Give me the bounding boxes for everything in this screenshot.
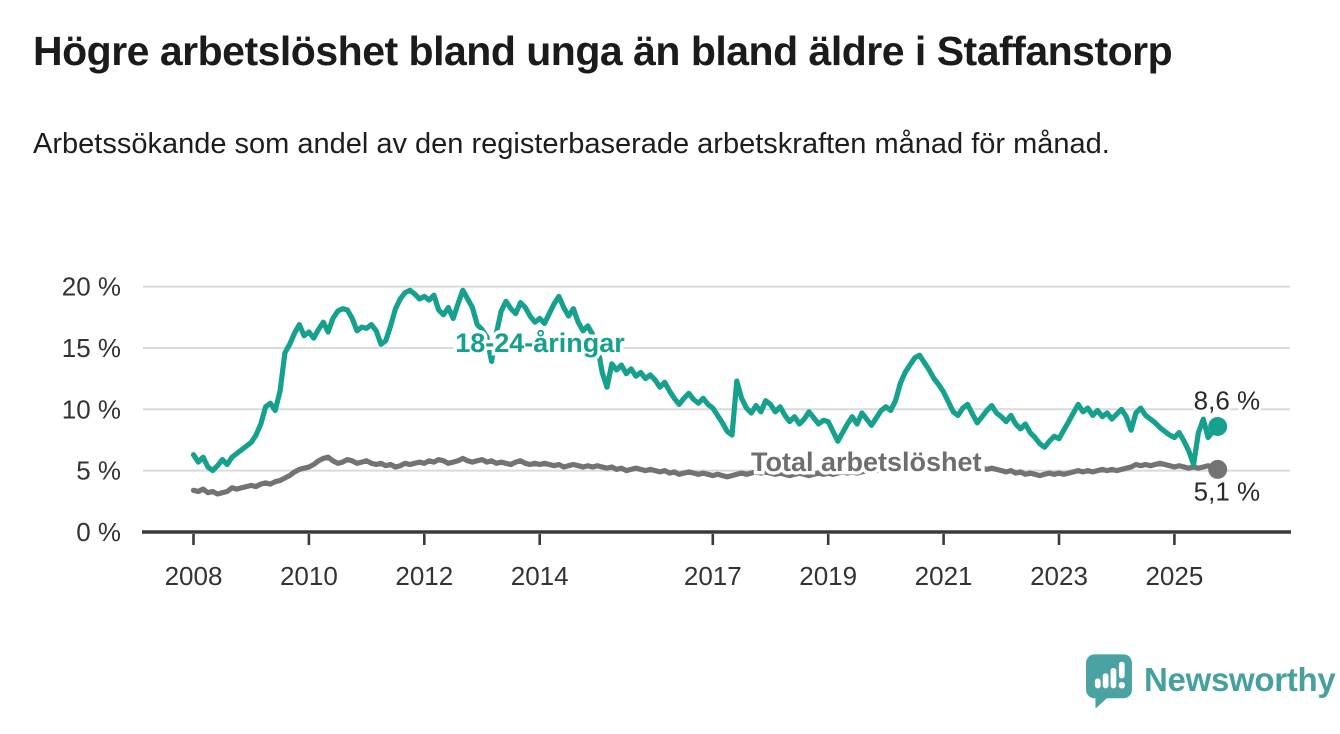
end-dot [1208,416,1228,436]
x-axis-tick-label: 2019 [799,561,857,591]
x-axis-tick-label: 2021 [915,561,973,591]
y-axis-tick-label: 15 % [62,333,121,363]
end-value-label: 5,1 % [1194,476,1261,506]
series-label: Total arbetslöshet [751,447,982,477]
x-axis-tick-label: 2017 [684,561,742,591]
y-axis-tick-label: 10 % [62,394,121,424]
x-axis-tick-label: 2008 [165,561,223,591]
y-axis-tick-label: 20 % [62,272,121,302]
chart-title: Högre arbetslöshet bland unga än bland ä… [33,28,1173,74]
y-axis-tick-label: 0 % [76,517,121,547]
newsworthy-logo-icon [1086,653,1132,708]
end-value-label: 8,6 % [1194,385,1261,415]
y-axis-tick-label: 5 % [76,456,121,486]
end-dot [1208,459,1228,479]
series-line [190,454,1221,497]
newsworthy-wordmark: Newsworthy [1144,661,1336,698]
newsworthy-logo: Newsworthy [1085,652,1336,708]
x-axis-tick-label: 2012 [395,561,453,591]
x-axis-tick-label: 2023 [1030,561,1088,591]
x-axis-tick-label: 2010 [280,561,338,591]
chart-subtitle: Arbetssökande som andel av den registerb… [33,128,1110,160]
series-line [190,287,1221,474]
x-axis-tick-label: 2014 [511,561,569,591]
x-axis-tick-label: 2025 [1145,561,1203,591]
series-label: 18-24-åringar [455,328,625,358]
